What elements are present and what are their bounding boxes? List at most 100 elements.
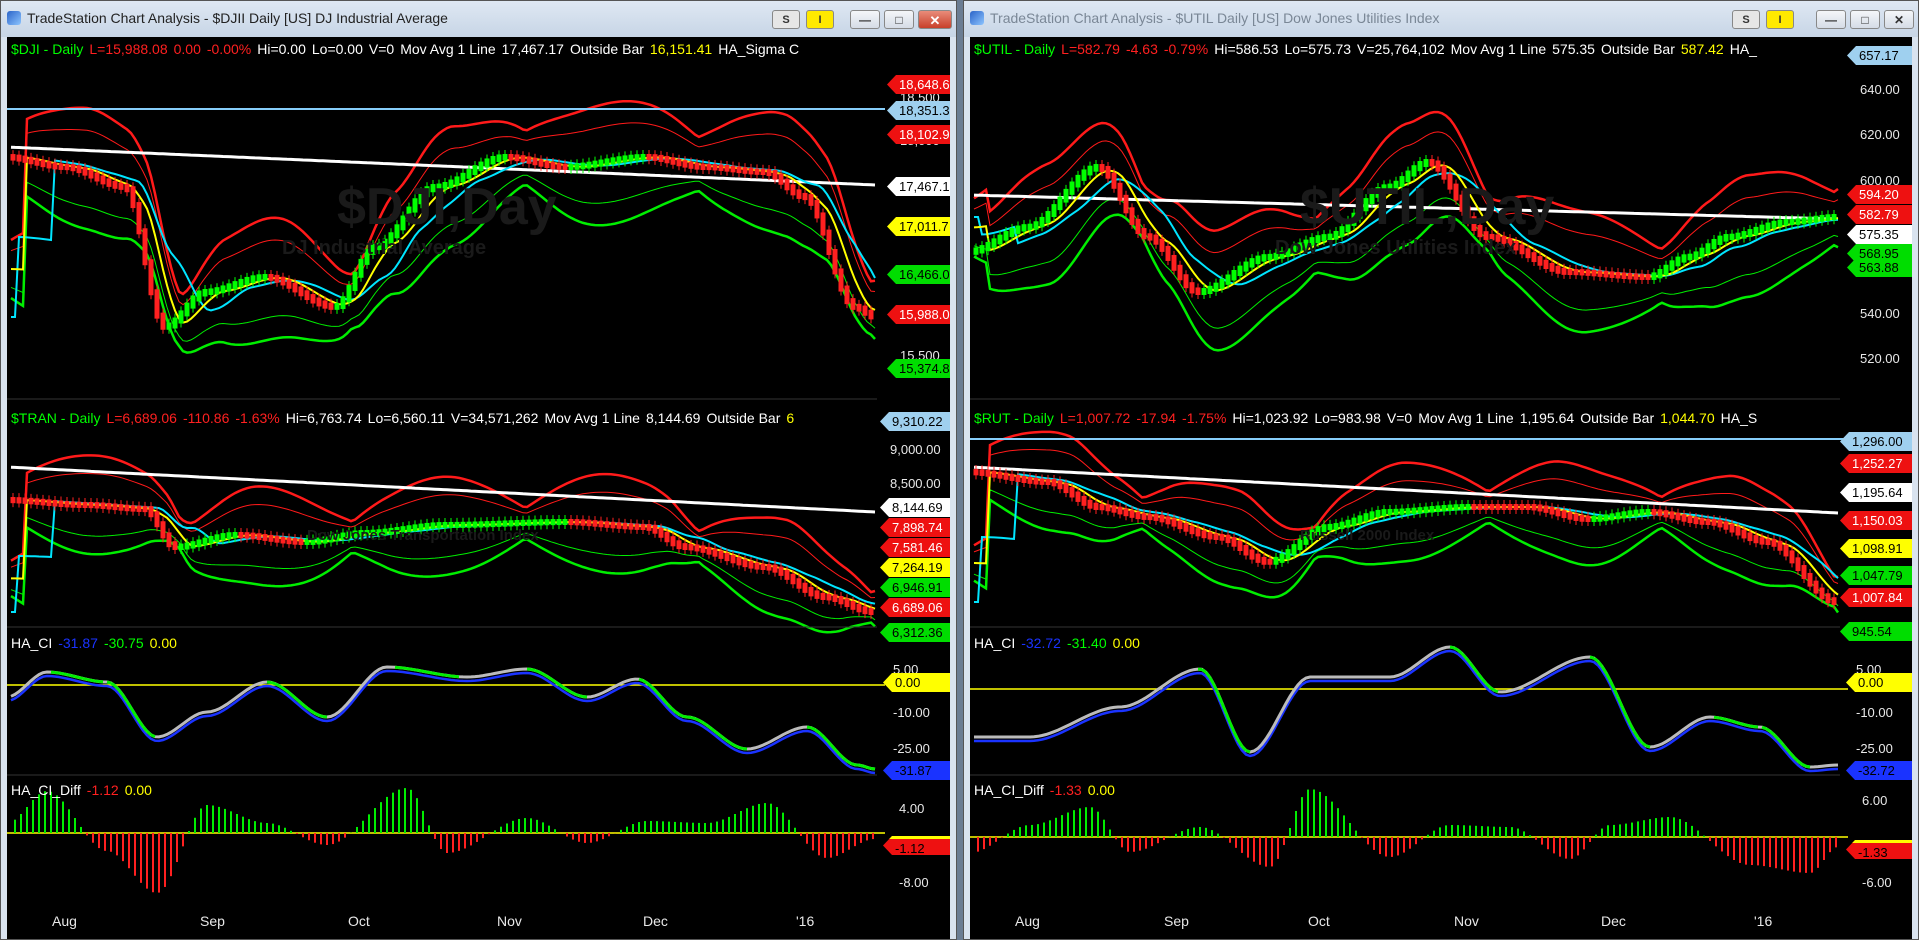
candle-body xyxy=(550,162,556,170)
ci-signal-down-segment xyxy=(730,742,736,747)
time-axis-label: Aug xyxy=(1015,913,1040,929)
candle-body xyxy=(514,520,520,527)
sigma-band-inner-lower xyxy=(10,174,876,342)
ci-signal-down-segment xyxy=(649,685,657,692)
candle-body xyxy=(418,523,424,531)
candle-body xyxy=(70,164,76,172)
indicator-link-button[interactable]: I xyxy=(806,10,834,29)
candle-body xyxy=(634,154,640,161)
ci-signal-down-segment xyxy=(858,763,864,768)
ci-signal-down-segment xyxy=(1717,716,1723,720)
maximize-button[interactable]: □ xyxy=(1850,10,1880,29)
candle-body xyxy=(712,164,718,171)
candle-body xyxy=(1153,234,1159,245)
candle-body xyxy=(1441,165,1447,180)
chart-area[interactable]: $UTIL,Day Dow Jones Utilities Index Russ… xyxy=(970,37,1912,939)
symbol-link-button[interactable]: S xyxy=(1732,10,1760,29)
right-chart-window[interactable]: TradeStation Chart Analysis - $UTIL Dail… xyxy=(963,0,1919,940)
ci-signal-down-segment xyxy=(1733,720,1739,725)
high-value: Hi=6,763.74 xyxy=(285,410,362,426)
ci-signal-down-segment xyxy=(538,670,544,676)
candle-body xyxy=(1195,287,1201,295)
candle-body xyxy=(490,155,496,165)
candle-body xyxy=(1591,515,1597,522)
candle-body xyxy=(1795,218,1801,225)
candle-body xyxy=(1393,180,1399,190)
net-change: -110.86 xyxy=(182,410,230,426)
left-chart-window[interactable]: TradeStation Chart Analysis - $DJII Dail… xyxy=(0,0,957,940)
candle-body xyxy=(1723,521,1729,530)
study-name: Mov Avg 1 Line xyxy=(1450,41,1547,57)
candle-body xyxy=(730,555,736,564)
candle-body xyxy=(1345,519,1351,528)
candle-body xyxy=(1471,216,1477,231)
candle-body xyxy=(814,590,820,599)
minimize-button[interactable]: — xyxy=(1816,10,1846,29)
ci-signal-down-segment xyxy=(866,765,872,770)
candle-body xyxy=(1009,473,1015,481)
ci-signal-down-segment xyxy=(430,671,436,675)
ci-signal-down-segment xyxy=(314,712,320,717)
pane2-header: $RUT - Daily L=1,007.72 -17.94 -1.75% Hi=1,0… xyxy=(974,410,1763,426)
candle-body xyxy=(1369,191,1375,205)
candle-body xyxy=(796,578,802,589)
ci-signal-down-segment xyxy=(58,671,64,676)
candle-body xyxy=(1327,233,1333,241)
chart-canvas[interactable] xyxy=(7,37,950,939)
indicator-name: HA_CI_Diff xyxy=(974,782,1044,798)
candle-body xyxy=(1591,269,1597,277)
candle-body xyxy=(1459,194,1465,212)
ci-signal-down-segment xyxy=(1472,667,1480,675)
candle-body xyxy=(652,154,658,161)
ci-signal-down-segment xyxy=(422,669,428,674)
ci-signal-down-segment xyxy=(1784,747,1792,754)
candle-body xyxy=(1345,219,1351,233)
candle-body xyxy=(1813,580,1819,594)
candle-body xyxy=(1525,248,1531,259)
symbol-link-button[interactable]: S xyxy=(772,10,800,29)
high-value: Hi=586.53 xyxy=(1214,41,1279,57)
candle-body xyxy=(622,522,628,530)
price-tag: 17,011.7 xyxy=(887,217,950,236)
ci-signal-down-segment xyxy=(1208,676,1216,686)
ci-signal-down-segment xyxy=(682,714,688,719)
candle-body xyxy=(478,521,484,528)
candle-body xyxy=(202,288,208,297)
candle-body xyxy=(574,163,580,170)
candle-body xyxy=(328,535,334,543)
candle-body xyxy=(1123,194,1129,214)
candle-body xyxy=(472,521,478,528)
title-bar[interactable]: TradeStation Chart Analysis - $DJII Dail… xyxy=(1,1,956,37)
candle-body xyxy=(1783,544,1789,557)
candle-body xyxy=(190,295,196,309)
candle-body xyxy=(178,543,184,550)
candle-body xyxy=(1375,509,1381,518)
ci-signal-down-segment xyxy=(146,730,152,736)
candle-body xyxy=(646,154,652,161)
ci-signal-down-segment xyxy=(829,743,837,751)
candle-body xyxy=(322,300,328,309)
indicator-link-button[interactable]: I xyxy=(1766,10,1794,29)
close-button[interactable]: ✕ xyxy=(1884,10,1914,29)
close-button[interactable]: ✕ xyxy=(918,10,952,29)
candle-body xyxy=(1333,230,1339,240)
minimize-button[interactable]: — xyxy=(850,10,880,29)
candle-body xyxy=(388,232,394,245)
candle-body xyxy=(820,212,826,236)
title-bar[interactable]: TradeStation Chart Analysis - $UTIL Dail… xyxy=(964,1,1918,37)
candle-body xyxy=(1039,216,1045,228)
candle-body xyxy=(676,158,682,167)
chart-canvas[interactable] xyxy=(970,37,1912,939)
study-value: 17,467.17 xyxy=(501,41,564,57)
candle-body xyxy=(334,303,340,310)
candle-body xyxy=(370,529,376,536)
low-value: Lo=6,560.11 xyxy=(367,410,445,426)
candle-body xyxy=(430,522,436,529)
time-axis-label: Nov xyxy=(1454,913,1479,929)
ci-signal-down-segment xyxy=(1769,730,1775,736)
maximize-button[interactable]: □ xyxy=(884,10,914,29)
candle-body xyxy=(88,502,94,509)
percent-change: -1.63% xyxy=(235,410,280,426)
ci-signal-down-segment xyxy=(1645,744,1651,749)
chart-area[interactable]: $DJI,Day DJ Industrial Average Dow Jones… xyxy=(7,37,950,939)
